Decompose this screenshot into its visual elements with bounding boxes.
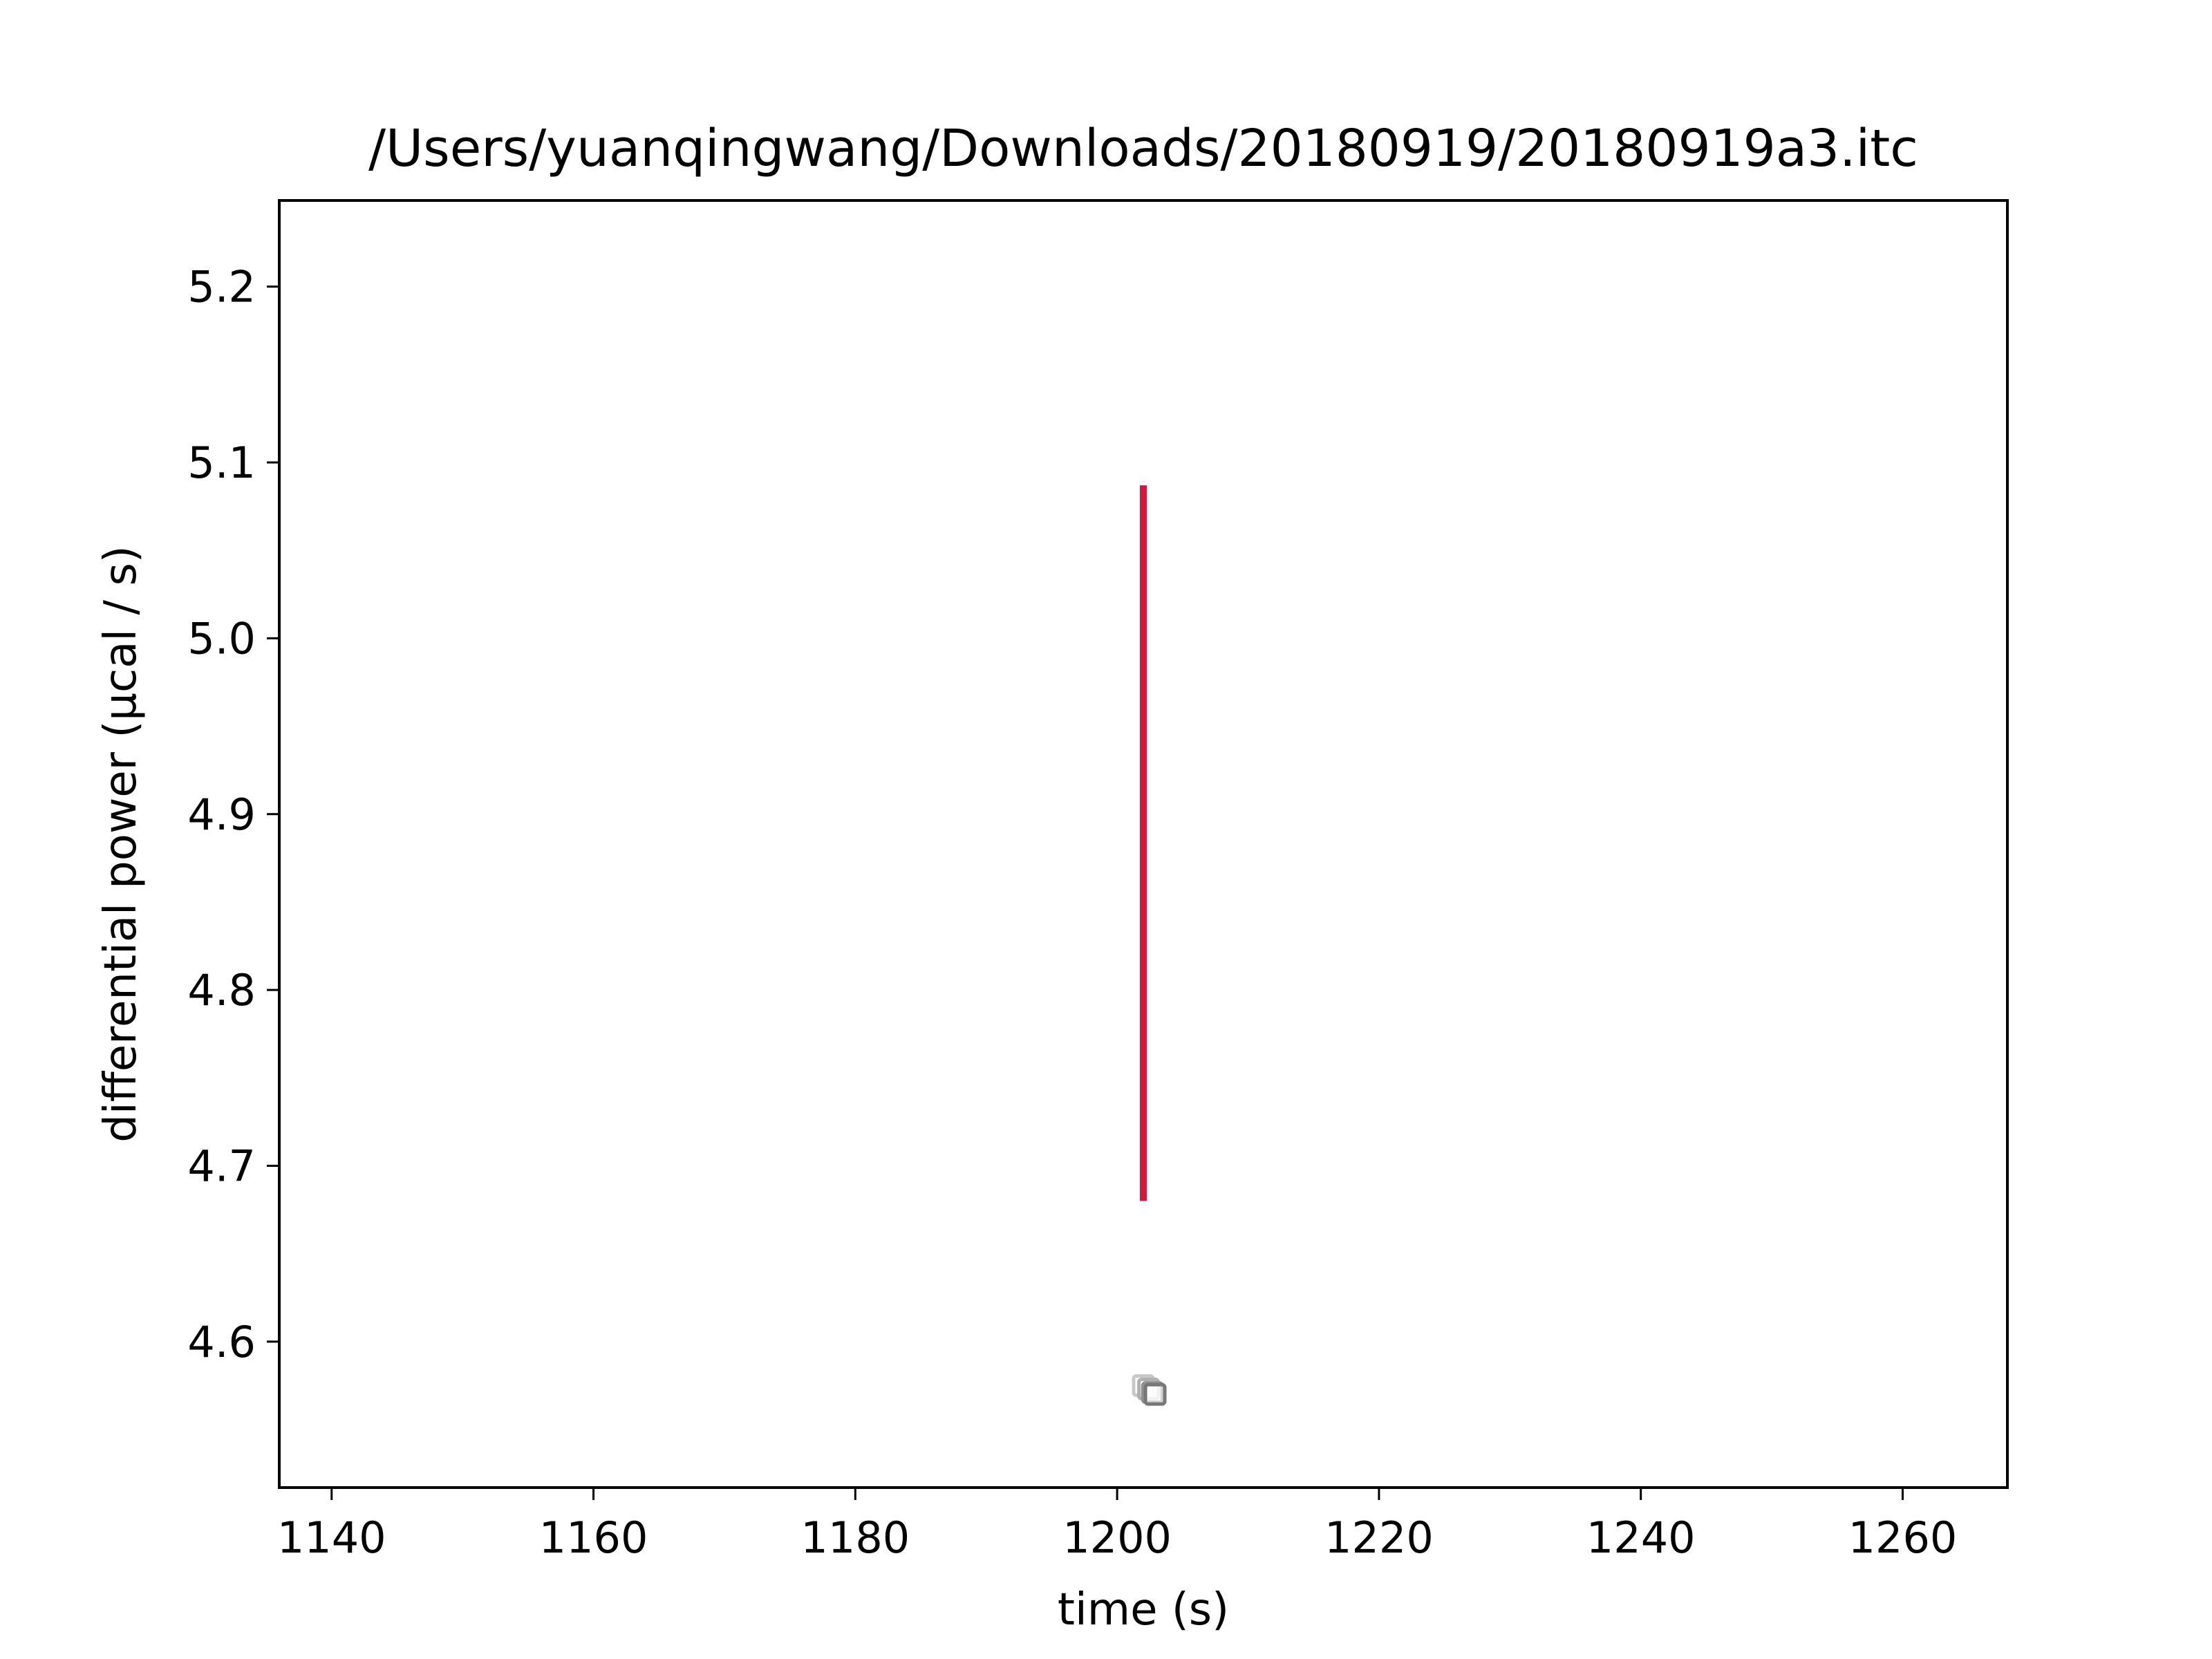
x-tick-label: 1260 [1848, 1512, 1958, 1563]
x-tick-label: 1200 [1062, 1512, 1172, 1563]
y-axis-label: differential power (μcal / s) [95, 545, 147, 1143]
x-tick-label: 1180 [800, 1512, 910, 1563]
y-tick-label: 4.7 [187, 1141, 256, 1192]
y-tick-label: 5.0 [187, 613, 256, 664]
y-tick-label: 4.9 [187, 789, 256, 840]
plot-marks [1132, 485, 1167, 1406]
x-tick-label: 1240 [1586, 1512, 1696, 1563]
chart-title: /Users/yuanqingwang/Downloads/20180919/2… [368, 119, 1918, 178]
x-tick-label: 1140 [277, 1512, 386, 1563]
x-tick-label: 1220 [1324, 1512, 1434, 1563]
y-axis-ticks: 4.6 4.7 4.8 4.9 5.0 5.1 5.2 [187, 262, 279, 1367]
y-tick-label: 4.8 [187, 965, 256, 1015]
x-tick-label: 1160 [539, 1512, 648, 1563]
y-tick-label: 4.6 [187, 1317, 256, 1367]
x-axis-ticks: 1140 1160 1180 1200 1220 1240 1260 [277, 1488, 1958, 1563]
y-tick-label: 5.2 [187, 262, 256, 312]
y-tick-label: 5.1 [187, 438, 256, 488]
plot-area-frame [278, 199, 2009, 1489]
x-axis-label: time (s) [1058, 1584, 1229, 1635]
data-point [1143, 1382, 1167, 1406]
